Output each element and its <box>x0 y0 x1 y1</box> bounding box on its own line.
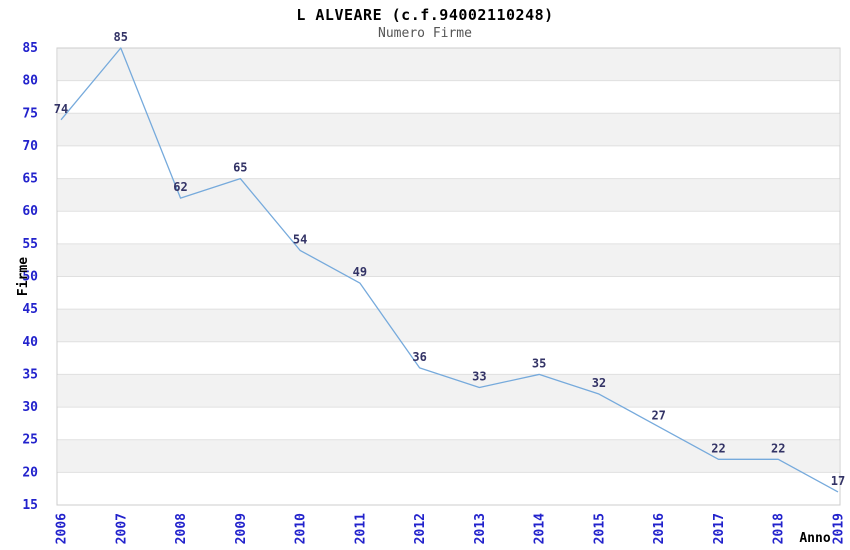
x-axis-tick-label: 2006 <box>55 513 70 544</box>
data-point-label: 33 <box>472 369 486 383</box>
data-line <box>60 47 839 493</box>
y-axis-title: Firme <box>16 257 31 296</box>
x-axis-tick-label: 2009 <box>234 513 249 544</box>
data-point-label: 36 <box>412 350 426 364</box>
data-point-label: 22 <box>711 441 725 455</box>
x-axis-tick-label: 2007 <box>114 513 129 544</box>
data-point-label: 32 <box>592 376 606 390</box>
plot-border <box>56 47 841 506</box>
y-axis-tick-label: 65 <box>22 172 38 187</box>
x-axis-tick-label: 2018 <box>772 513 787 544</box>
data-point-label: 62 <box>173 180 187 194</box>
grid-band <box>58 374 839 408</box>
y-axis-tick-label: 20 <box>22 465 38 480</box>
y-axis-tick-label: 35 <box>22 367 38 382</box>
data-point-label: 85 <box>114 30 128 44</box>
grid-band <box>58 178 839 212</box>
x-axis-tick-label: 2015 <box>592 513 607 544</box>
data-point-label: 22 <box>771 441 785 455</box>
y-axis-tick-label: 15 <box>22 498 38 513</box>
x-axis-tick-label: 2014 <box>533 513 548 544</box>
x-axis-tick-label: 2016 <box>652 513 667 544</box>
x-axis-tick-label: 2011 <box>353 513 368 544</box>
y-axis-tick-label: 40 <box>22 335 38 350</box>
data-point-label: 17 <box>831 474 845 488</box>
y-axis-tick-label: 60 <box>22 204 38 219</box>
y-axis-tick-label: 70 <box>22 139 38 154</box>
data-point-label: 35 <box>532 356 546 370</box>
chart-title: L ALVEARE (c.f.94002110248) <box>296 6 554 24</box>
y-axis-tick-label: 30 <box>22 400 38 415</box>
x-axis-tick-label: 2012 <box>413 513 428 544</box>
y-axis-tick-label: 55 <box>22 237 38 252</box>
y-axis-tick-label: 75 <box>22 106 38 121</box>
y-axis-tick-label: 45 <box>22 302 38 317</box>
x-axis-tick-label: 2008 <box>174 513 189 544</box>
chart-subtitle: Numero Firme <box>378 26 472 41</box>
grid-band <box>58 243 839 277</box>
data-point-label: 27 <box>651 409 665 423</box>
x-axis-tick-label: 2019 <box>832 513 847 544</box>
y-axis-tick-label: 80 <box>22 74 38 89</box>
data-point-label: 65 <box>233 161 247 175</box>
grid-band <box>58 48 839 81</box>
data-point-label: 74 <box>54 102 68 116</box>
data-point-label: 49 <box>353 265 367 279</box>
grid-band <box>58 309 839 342</box>
grid-band <box>58 113 839 146</box>
grid-band <box>58 439 839 473</box>
x-axis-tick-label: 2017 <box>712 513 727 544</box>
y-axis-tick-label: 85 <box>22 41 38 56</box>
y-axis-tick-label: 25 <box>22 433 38 448</box>
data-point-label: 54 <box>293 232 307 246</box>
x-axis-tick-label: 2013 <box>473 513 488 544</box>
x-axis-tick-label: 2010 <box>294 513 309 544</box>
y-axis-tick-label: 50 <box>22 270 38 285</box>
x-axis-title: Anno <box>799 531 830 546</box>
